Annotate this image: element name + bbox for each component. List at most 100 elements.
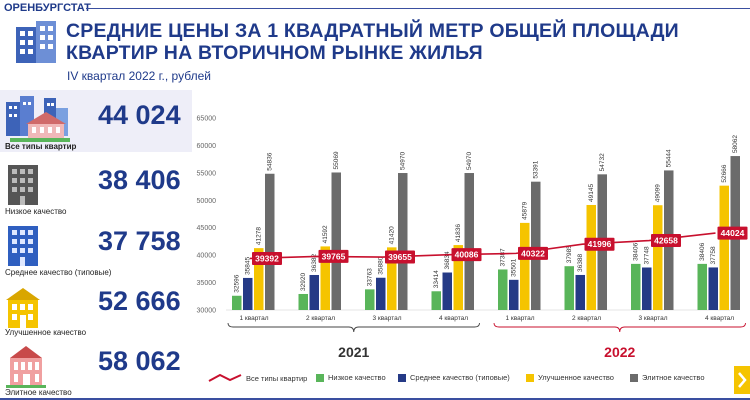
- year-bracket: [493, 322, 746, 333]
- line-value-label: 44024: [721, 228, 745, 238]
- bar-value-label: 49099: [655, 184, 662, 202]
- stat-label: Низкое качество: [5, 207, 67, 216]
- stat-label: Все типы квартир: [5, 142, 77, 151]
- line-value-box: [318, 249, 349, 263]
- chart-legend: Все типы квартир Низкое качество Среднее…: [208, 373, 748, 389]
- bar-elite: [265, 173, 275, 310]
- y-tick-label: 60000: [197, 143, 217, 150]
- bar-improved: [586, 204, 596, 310]
- elite-building-icon: [6, 344, 46, 393]
- bar-improved: [453, 245, 463, 310]
- legend-item-low: Низкое качество: [316, 373, 386, 382]
- bar-improved: [719, 185, 729, 310]
- bar-value-label: 41278: [256, 227, 263, 245]
- bar-value-label: 49145: [588, 184, 595, 202]
- bar-low: [697, 263, 707, 310]
- bar-value-label: 38406: [633, 242, 640, 260]
- bar-improved: [653, 205, 663, 310]
- bar-mid: [243, 277, 253, 310]
- stat-label: Улучшенное качество: [5, 328, 87, 337]
- legend-swatch: [526, 373, 534, 382]
- line-value-label: 39655: [388, 252, 412, 262]
- bar-value-label: 53391: [533, 160, 540, 178]
- x-tick-label: 1 квартал: [239, 315, 268, 322]
- page-subtitle: IV квартал 2022 г., рублей: [67, 69, 211, 83]
- bar-value-label: 54836: [267, 152, 274, 170]
- bar-elite: [531, 181, 541, 310]
- bar-low: [631, 263, 641, 310]
- legend-label: Улучшенное качество: [538, 373, 614, 382]
- legend-label: Элитное качество: [642, 373, 705, 382]
- bar-elite: [464, 173, 474, 310]
- low-building-icon: [8, 165, 38, 210]
- bar-improved: [387, 247, 397, 310]
- line-value-label: 42658: [654, 236, 678, 246]
- bar-improved: [520, 222, 530, 310]
- bar-low: [498, 269, 508, 310]
- x-tick-label: 2 квартал: [306, 315, 335, 322]
- bar-mid: [708, 267, 718, 310]
- bar-value-label: 55069: [333, 151, 340, 169]
- x-tick-label: 3 квартал: [372, 315, 401, 322]
- bar-low: [431, 291, 441, 310]
- bar-low: [298, 293, 308, 310]
- stat-improved-quality: 52 666 Улучшенное качество: [0, 276, 192, 338]
- bar-value-label: 41592: [322, 225, 329, 243]
- building-icon: [14, 21, 58, 68]
- stat-label: Элитное качество: [5, 388, 72, 397]
- bar-value-label: 33414: [433, 270, 440, 288]
- bar-value-label: 32596: [234, 274, 241, 292]
- y-tick-label: 45000: [197, 225, 217, 232]
- bar-value-label: 45879: [522, 201, 529, 219]
- bar-value-label: 38406: [699, 242, 706, 260]
- bar-improved: [320, 246, 330, 310]
- bar-mid: [575, 274, 585, 310]
- stat-value: 52 666: [98, 286, 181, 316]
- stat-low-quality: 38 406 Низкое качество: [0, 155, 192, 217]
- legend-label: Среднее качество (типовые): [410, 373, 510, 382]
- brand-label: ОРЕНБУРГСТАТ: [4, 2, 91, 14]
- y-tick-label: 55000: [197, 170, 217, 177]
- legend-item-all: Все типы квартир: [208, 373, 307, 383]
- line-value-box: [717, 226, 748, 240]
- y-tick-label: 30000: [197, 308, 217, 315]
- bar-value-label: 35845: [245, 256, 252, 274]
- line-value-box: [385, 250, 415, 264]
- year-label: 2021: [338, 344, 369, 360]
- stat-mid-quality: 37 758 Среднее качество (типовые): [0, 216, 192, 278]
- bar-value-label: 37985: [566, 245, 573, 263]
- stat-value: 44 024: [98, 100, 181, 130]
- y-tick-label: 65000: [197, 116, 217, 123]
- improved-building-icon: [6, 288, 40, 333]
- legend-item-elite: Элитное качество: [630, 373, 705, 382]
- line-value-box: [651, 234, 681, 248]
- line-value-box: [252, 251, 282, 265]
- bar-value-label: 55444: [666, 149, 673, 167]
- y-tick-label: 40000: [197, 253, 217, 260]
- legend-label: Низкое качество: [328, 373, 386, 382]
- legend-line-swatch: [208, 373, 242, 382]
- x-tick-label: 1 квартал: [505, 315, 534, 322]
- bar-low: [564, 266, 574, 310]
- stat-value: 58 062: [98, 346, 181, 376]
- legend-label: Все типы квартир: [246, 373, 308, 383]
- bar-value-label: 54970: [400, 152, 407, 170]
- bar-improved: [254, 248, 264, 310]
- bar-low: [232, 295, 242, 310]
- next-slide-button[interactable]: [734, 366, 750, 394]
- bar-mid: [309, 274, 319, 310]
- bar-value-label: 37758: [710, 246, 717, 264]
- bar-low: [365, 289, 375, 310]
- line-value-box: [584, 237, 615, 251]
- top-divider: [86, 8, 750, 9]
- bar-value-label: 41420: [389, 226, 396, 244]
- bar-value-label: 32920: [300, 273, 307, 291]
- stat-value: 37 758: [98, 226, 181, 256]
- x-tick-label: 2 квартал: [572, 315, 601, 322]
- bar-value-label: 52666: [721, 164, 728, 182]
- stat-value: 38 406: [98, 165, 181, 195]
- line-value-label: 40322: [521, 248, 545, 258]
- title-line-1: СРЕДНИЕ ЦЕНЫ ЗА 1 КВАДРАТНЫЙ МЕТР ОБЩЕЙ …: [66, 20, 679, 42]
- x-tick-label: 4 квартал: [439, 315, 468, 322]
